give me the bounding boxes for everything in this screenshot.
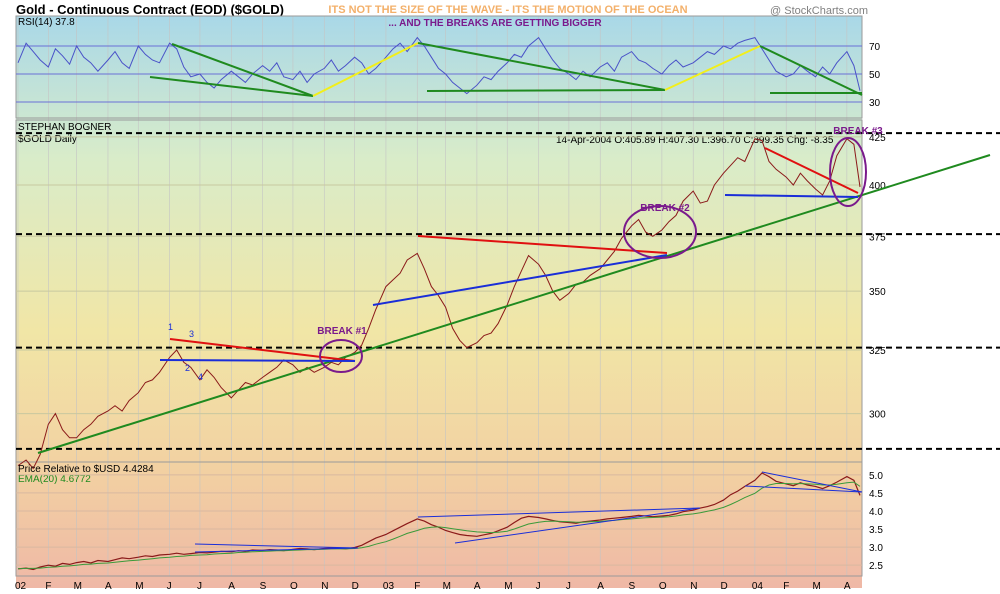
x-tick-label: J: [536, 581, 541, 592]
break-2-label: BREAK #2: [640, 203, 690, 214]
chart-tagline: ITS NOT THE SIZE OF THE WAVE - ITS THE M…: [328, 4, 687, 16]
x-tick-label: A: [844, 581, 851, 592]
price-tick-label: 325: [869, 346, 886, 357]
price-tick-label: 425: [869, 133, 886, 144]
x-tick-label: N: [321, 581, 328, 592]
x-tick-label: M: [504, 581, 512, 592]
x-tick-label: M: [813, 581, 821, 592]
support-trendline: [372, 254, 668, 306]
break-circle: [623, 205, 697, 259]
rsi-trendline-yellow: [664, 45, 761, 91]
x-tick-label: F: [45, 581, 51, 592]
rsi-trendline-yellow: [312, 42, 419, 97]
rsi-tick-label: 50: [869, 70, 881, 81]
resistance-line: [764, 147, 859, 194]
x-tick-label: 04: [752, 581, 764, 592]
break-circle: [829, 137, 867, 207]
x-tick-label: J: [197, 581, 202, 592]
rsi-trendline: [171, 43, 314, 97]
x-tick-label: O: [659, 581, 667, 592]
vertical-gridlines: [17, 16, 848, 576]
rsi-tick-label: 30: [869, 98, 881, 109]
rsi-line: [17, 36, 861, 95]
relative-trendline: [454, 507, 701, 544]
relative-label: Price Relative to $USD 4.4284: [18, 464, 154, 475]
x-axis: 02 F M A M J J A S O N D 03 F M A M J J A S O N D 04 F M A: [15, 581, 851, 592]
price-label: $GOLD Daily: [18, 134, 77, 145]
relative-trendlines: [194, 471, 863, 553]
price-tick-label: 300: [869, 410, 886, 421]
ema-line: [17, 481, 861, 570]
rsi-trendlines: [149, 42, 863, 97]
relative-trendline: [761, 471, 863, 493]
wave-label: 1: [168, 322, 173, 332]
x-tick-label: N: [690, 581, 697, 592]
support-lines: [16, 132, 1000, 450]
relative-trendline: [417, 507, 701, 518]
x-tick-label: F: [783, 581, 789, 592]
relative-tick-label: 2.5: [869, 561, 883, 572]
rsi-panel: [15, 15, 863, 119]
x-tick-label: M: [74, 581, 82, 592]
x-tick-label: J: [167, 581, 172, 592]
break-1-label: BREAK #1: [317, 326, 367, 337]
resistance-line: [169, 338, 356, 362]
rsi-y-axis: 70 50 30: [869, 42, 881, 109]
x-tick-label: S: [629, 581, 636, 592]
relative-tick-label: 3.0: [869, 543, 883, 554]
x-tick-label: 03: [383, 581, 395, 592]
rsi-trendline: [426, 89, 666, 92]
x-tick-label: J: [566, 581, 571, 592]
x-tick-label: A: [597, 581, 604, 592]
break-circle: [319, 339, 363, 373]
break-3-label: BREAK #3: [833, 126, 883, 137]
price-tick-label: 400: [869, 181, 886, 192]
price-tick-label: 350: [869, 287, 886, 298]
relative-tick-label: 5.0: [869, 471, 883, 482]
x-tick-label: O: [290, 581, 298, 592]
rsi-trendline: [149, 76, 314, 97]
relative-trendline: [744, 485, 863, 493]
rsi-trendline: [417, 42, 666, 91]
author-label: STEPHAN BOGNER: [18, 122, 111, 133]
x-tick-label: F: [414, 581, 420, 592]
relative-trendline: [194, 547, 359, 553]
price-y-axis: 425 400 375 350 325 300: [16, 133, 886, 421]
copyright-text: @ StockCharts.com: [770, 5, 868, 17]
x-tick-label: A: [474, 581, 481, 592]
price-line: [17, 137, 861, 470]
price-trendlines: [37, 147, 991, 454]
x-tick-label: D: [352, 581, 359, 592]
relative-tick-label: 4.5: [869, 489, 883, 500]
x-tick-label: 02: [15, 581, 27, 592]
relative-tick-label: 4.0: [869, 507, 883, 518]
wave-label: 2: [185, 363, 190, 373]
x-tick-label: A: [228, 581, 235, 592]
x-tick-label: A: [105, 581, 112, 592]
x-tick-label: M: [443, 581, 451, 592]
break-markers: BREAK #1 BREAK #2 BREAK #3 1 2 3 4: [168, 126, 883, 382]
relative-trendline: [194, 543, 359, 549]
relative-panel: [15, 461, 863, 577]
x-tick-label: M: [135, 581, 143, 592]
main-uptrend-line: [37, 154, 991, 454]
rsi-tick-label: 70: [869, 42, 881, 53]
relative-y-axis: 5.0 4.5 4.0 3.5 3.0 2.5: [16, 471, 883, 572]
rsi-annotation: ... AND THE BREAKS ARE GETTING BIGGER: [388, 18, 602, 29]
x-tick-label: D: [721, 581, 728, 592]
relative-tick-label: 3.5: [869, 525, 883, 536]
support-trendline: [159, 359, 356, 362]
rsi-label: RSI(14) 37.8: [18, 17, 75, 28]
wave-label: 3: [189, 329, 194, 339]
price-tick-label: 375: [869, 232, 886, 243]
ema-label: EMA(20) 4.6772: [18, 474, 91, 485]
chart-title: Gold - Continuous Contract (EOD) ($GOLD): [16, 2, 284, 17]
quote-readout: 14-Apr-2004 O:405.89 H:407.30 L:396.70 C…: [556, 135, 834, 146]
x-tick-label: S: [260, 581, 267, 592]
resistance-line: [417, 235, 668, 254]
rsi-trendline: [759, 45, 863, 96]
wave-label: 4: [198, 372, 203, 382]
